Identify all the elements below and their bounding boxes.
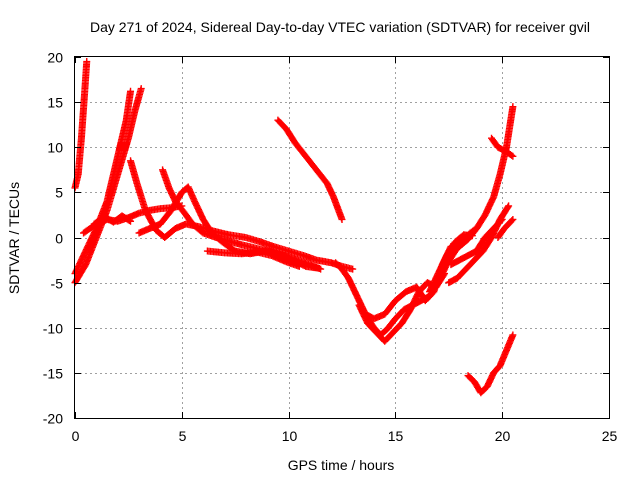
series-s3 [71, 87, 135, 278]
y-tick-label: -20 [43, 411, 63, 427]
data-point [127, 217, 135, 225]
data-point [509, 103, 517, 111]
y-tick-label: -15 [43, 366, 63, 382]
data-point [504, 203, 512, 211]
series-s18 [488, 134, 517, 160]
y-tick-label: 10 [47, 140, 63, 156]
series-s10 [274, 116, 346, 223]
y-tick-label: 15 [47, 95, 63, 111]
data-marks [71, 58, 517, 397]
data-point [83, 58, 91, 66]
series-s1 [71, 58, 91, 192]
data-point [497, 217, 505, 225]
data-point [127, 87, 135, 95]
series-s19 [494, 215, 517, 241]
data-point [338, 215, 346, 223]
x-tick-label: 15 [388, 428, 404, 444]
series-s16 [447, 215, 506, 269]
x-tick-label: 20 [495, 428, 511, 444]
y-tick-label: -5 [51, 276, 64, 292]
chart-title: Day 271 of 2024, Sidereal Day-to-day VTE… [90, 19, 590, 35]
grid-layer [75, 57, 609, 418]
data-point [505, 202, 513, 210]
data-point [508, 217, 516, 225]
y-axis-label: SDTVAR / TECUs [6, 182, 22, 294]
plot-frame [74, 56, 610, 419]
series-s5 [90, 212, 135, 228]
series-s9 [203, 247, 303, 270]
data-point [509, 152, 517, 160]
data-point [125, 216, 133, 224]
series-s14 [426, 231, 476, 296]
data-point [295, 262, 303, 270]
series-s20 [464, 331, 517, 397]
x-tick-label: 10 [282, 428, 298, 444]
data-point [508, 151, 516, 159]
series-s17 [455, 103, 517, 251]
y-tick-label: 0 [55, 231, 63, 247]
data-point [137, 85, 145, 93]
data-point [509, 331, 517, 339]
y-tick-label: 20 [47, 50, 63, 66]
y-tick-label: -10 [43, 321, 63, 337]
data-point [349, 265, 357, 273]
data-point [315, 264, 323, 272]
data-point [498, 215, 506, 223]
x-tick-label: 25 [602, 428, 618, 444]
y-tick-label: 5 [55, 185, 63, 201]
x-tick-label: 0 [72, 428, 80, 444]
data-point [509, 215, 517, 223]
series-s8 [135, 183, 323, 272]
axis-ticks: 0 5 10 15 20 25 -20 -15 -10 -5 0 5 10 15 20 [43, 50, 618, 445]
x-axis-label: GPS time / hours [288, 457, 395, 473]
x-tick-label: 5 [179, 428, 187, 444]
